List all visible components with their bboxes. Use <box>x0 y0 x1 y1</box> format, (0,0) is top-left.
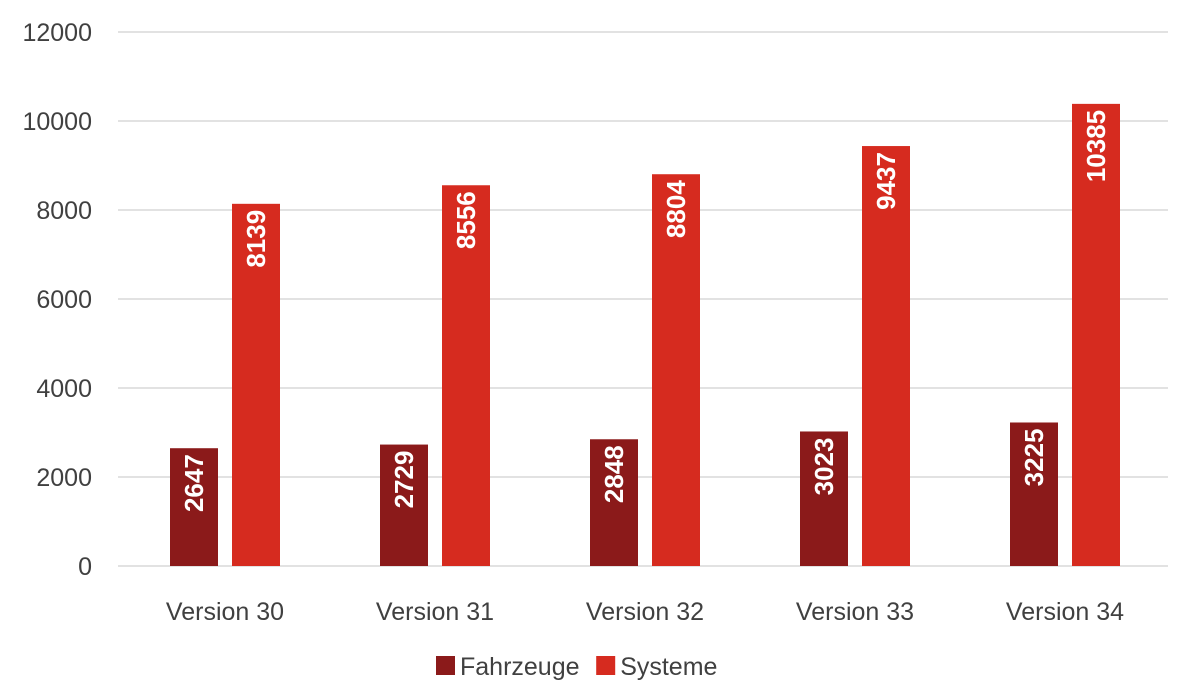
data-label-systeme-1: 8139 <box>241 210 271 268</box>
bar-systeme-4 <box>862 146 910 566</box>
y-tick-label: 12000 <box>22 19 92 47</box>
y-tick-label: 0 <box>78 553 92 581</box>
data-label-fahrzeuge-2: 2729 <box>389 451 419 509</box>
x-axis: Version 30 Version 31 Version 32 Version 33… <box>166 598 1124 626</box>
data-label-systeme-3: 8804 <box>661 180 691 238</box>
y-tick-label: 6000 <box>36 286 92 314</box>
legend: Fahrzeuge Systeme <box>436 653 717 681</box>
x-tick-label: Version 31 <box>376 598 494 626</box>
data-label-systeme-2: 8556 <box>451 191 481 249</box>
y-axis: 0 2000 4000 6000 8000 10000 12000 <box>22 19 92 581</box>
y-tick-label: 10000 <box>22 108 92 136</box>
x-tick-label: Version 33 <box>796 598 914 626</box>
bar-systeme-5 <box>1072 103 1120 567</box>
data-label-fahrzeuge-4: 3023 <box>809 437 839 495</box>
data-label-fahrzeuge-1: 2647 <box>179 454 209 512</box>
bar-systeme-2 <box>442 185 490 566</box>
bar-fahrzeuge-1 <box>170 448 218 566</box>
data-label-systeme-4: 9437 <box>871 152 901 210</box>
x-tick-label: Version 30 <box>166 598 284 626</box>
legend-label-fahrzeuge: Fahrzeuge <box>460 653 580 681</box>
bar-fahrzeuge-3 <box>590 439 638 566</box>
legend-label-systeme: Systeme <box>620 653 717 681</box>
gridlines <box>118 31 1168 567</box>
data-label-systeme-5: 10385 <box>1081 110 1111 182</box>
bar-systeme-1 <box>232 203 280 566</box>
legend-swatch-systeme <box>596 656 616 675</box>
bar-fahrzeuge-4 <box>800 431 848 566</box>
data-label-fahrzeuge-5: 3225 <box>1019 428 1049 486</box>
y-tick-label: 8000 <box>36 197 92 225</box>
bars <box>170 103 1120 567</box>
y-tick-label: 2000 <box>36 464 92 492</box>
x-tick-label: Version 34 <box>1006 598 1124 626</box>
x-tick-label: Version 32 <box>586 598 704 626</box>
bar-systeme-3 <box>652 174 700 567</box>
data-labels: 2647 8139 2729 8556 2848 8804 3023 9437 3225 1038… <box>179 110 1111 512</box>
legend-swatch-fahrzeuge <box>436 656 455 675</box>
bar-fahrzeuge-5 <box>1010 422 1058 566</box>
data-label-fahrzeuge-3: 2848 <box>599 445 629 503</box>
y-tick-label: 4000 <box>36 375 92 403</box>
bar-fahrzeuge-2 <box>380 444 428 566</box>
